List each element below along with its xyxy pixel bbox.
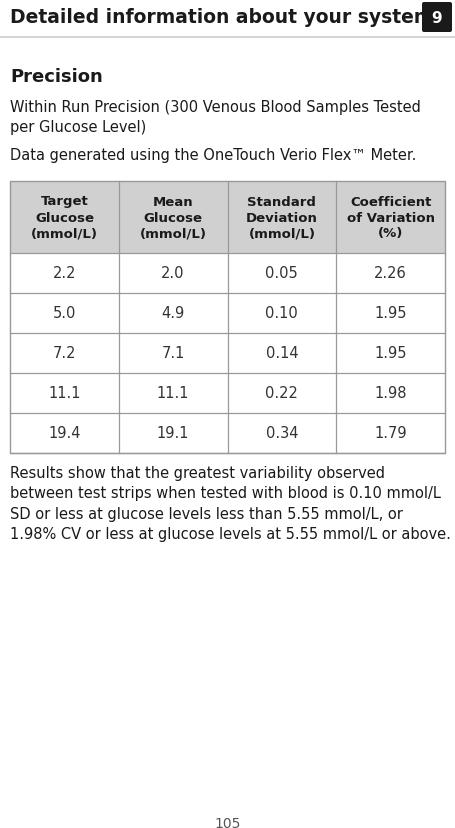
Text: 105: 105 (214, 816, 241, 828)
Text: Coefficient
of Variation
(%): Coefficient of Variation (%) (347, 195, 435, 240)
FancyBboxPatch shape (422, 3, 452, 33)
Text: 7.1: 7.1 (162, 346, 185, 361)
Text: 1.95: 1.95 (374, 306, 407, 321)
Text: 0.22: 0.22 (265, 386, 298, 401)
Text: 0.34: 0.34 (266, 426, 298, 441)
Bar (10, 413, 445, 454)
Text: 11.1: 11.1 (157, 386, 189, 401)
Text: Within Run Precision (300 Venous Blood Samples Tested
per Glucose Level): Within Run Precision (300 Venous Blood S… (10, 100, 421, 135)
Text: 7.2: 7.2 (53, 346, 76, 361)
Text: Results show that the greatest variability observed
between test strips when tes: Results show that the greatest variabili… (10, 465, 451, 542)
Text: Data generated using the OneTouch Verio Flex™ Meter.: Data generated using the OneTouch Verio … (10, 148, 416, 163)
Text: Detailed information about your system: Detailed information about your system (10, 8, 433, 27)
Text: 1.79: 1.79 (374, 426, 407, 441)
Text: 1.98: 1.98 (374, 386, 407, 401)
Text: 4.9: 4.9 (162, 306, 185, 321)
Text: 1.95: 1.95 (374, 346, 407, 361)
Text: 11.1: 11.1 (48, 386, 81, 401)
Text: Target
Glucose
(mmol/L): Target Glucose (mmol/L) (31, 195, 98, 240)
Bar (10, 294, 445, 334)
Text: Mean
Glucose
(mmol/L): Mean Glucose (mmol/L) (140, 195, 207, 240)
Text: Standard
Deviation
(mmol/L): Standard Deviation (mmol/L) (246, 195, 318, 240)
Text: 0.05: 0.05 (266, 266, 298, 282)
Bar (10, 373, 445, 413)
Text: 2.26: 2.26 (374, 266, 407, 282)
Text: 2.2: 2.2 (53, 266, 76, 282)
Text: 19.4: 19.4 (48, 426, 81, 441)
Bar (10, 253, 445, 294)
Bar (10, 182, 445, 253)
Text: 19.1: 19.1 (157, 426, 189, 441)
Text: 0.10: 0.10 (266, 306, 298, 321)
Text: 5.0: 5.0 (53, 306, 76, 321)
Bar (10, 334, 445, 373)
Text: 9: 9 (432, 11, 442, 26)
Text: 0.14: 0.14 (266, 346, 298, 361)
Text: Precision: Precision (10, 68, 103, 86)
Bar (10, 182, 445, 454)
Text: 2.0: 2.0 (162, 266, 185, 282)
